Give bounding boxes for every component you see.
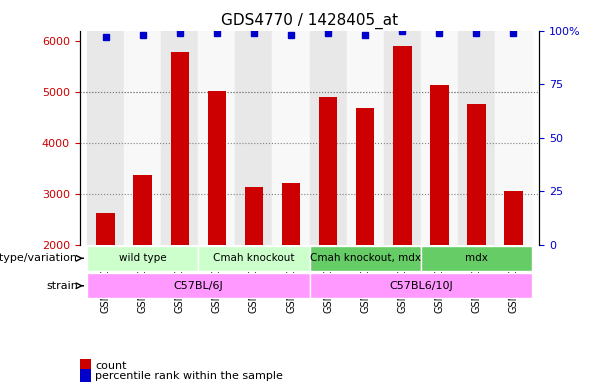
Bar (273, 31, 310, 245)
Bar (134, 175, 152, 245)
Bar (467, 104, 485, 245)
Bar (124, 31, 161, 245)
Bar (430, 85, 449, 245)
FancyBboxPatch shape (87, 273, 310, 298)
Bar (96, 213, 115, 245)
Bar (235, 31, 273, 245)
Bar (504, 190, 523, 245)
Text: genotype/variation: genotype/variation (0, 253, 78, 263)
FancyBboxPatch shape (199, 246, 310, 271)
Text: C57BL/6J: C57BL/6J (173, 281, 223, 291)
Bar (170, 52, 189, 245)
Text: C57BL6/10J: C57BL6/10J (389, 281, 452, 291)
Text: wild type: wild type (119, 253, 167, 263)
Bar (421, 31, 458, 245)
Bar (282, 184, 300, 245)
FancyBboxPatch shape (310, 246, 421, 271)
Text: percentile rank within the sample: percentile rank within the sample (95, 371, 283, 381)
Bar (356, 108, 375, 245)
Bar (310, 31, 346, 245)
Bar (87, 31, 124, 245)
Bar (346, 31, 384, 245)
Bar (319, 97, 337, 245)
FancyBboxPatch shape (310, 273, 532, 298)
Bar (458, 31, 495, 245)
Bar (161, 31, 199, 245)
Title: GDS4770 / 1428405_at: GDS4770 / 1428405_at (221, 13, 398, 29)
Text: strain: strain (46, 281, 78, 291)
Bar (495, 31, 532, 245)
Bar (384, 31, 421, 245)
FancyBboxPatch shape (87, 246, 199, 271)
Bar (393, 46, 411, 245)
Bar (245, 187, 263, 245)
Bar (208, 91, 226, 245)
Bar (199, 31, 235, 245)
FancyBboxPatch shape (421, 246, 532, 271)
Text: Cmah knockout, mdx: Cmah knockout, mdx (310, 253, 421, 263)
Text: mdx: mdx (465, 253, 488, 263)
Text: Cmah knockout: Cmah knockout (213, 253, 295, 263)
Text: count: count (95, 361, 126, 371)
